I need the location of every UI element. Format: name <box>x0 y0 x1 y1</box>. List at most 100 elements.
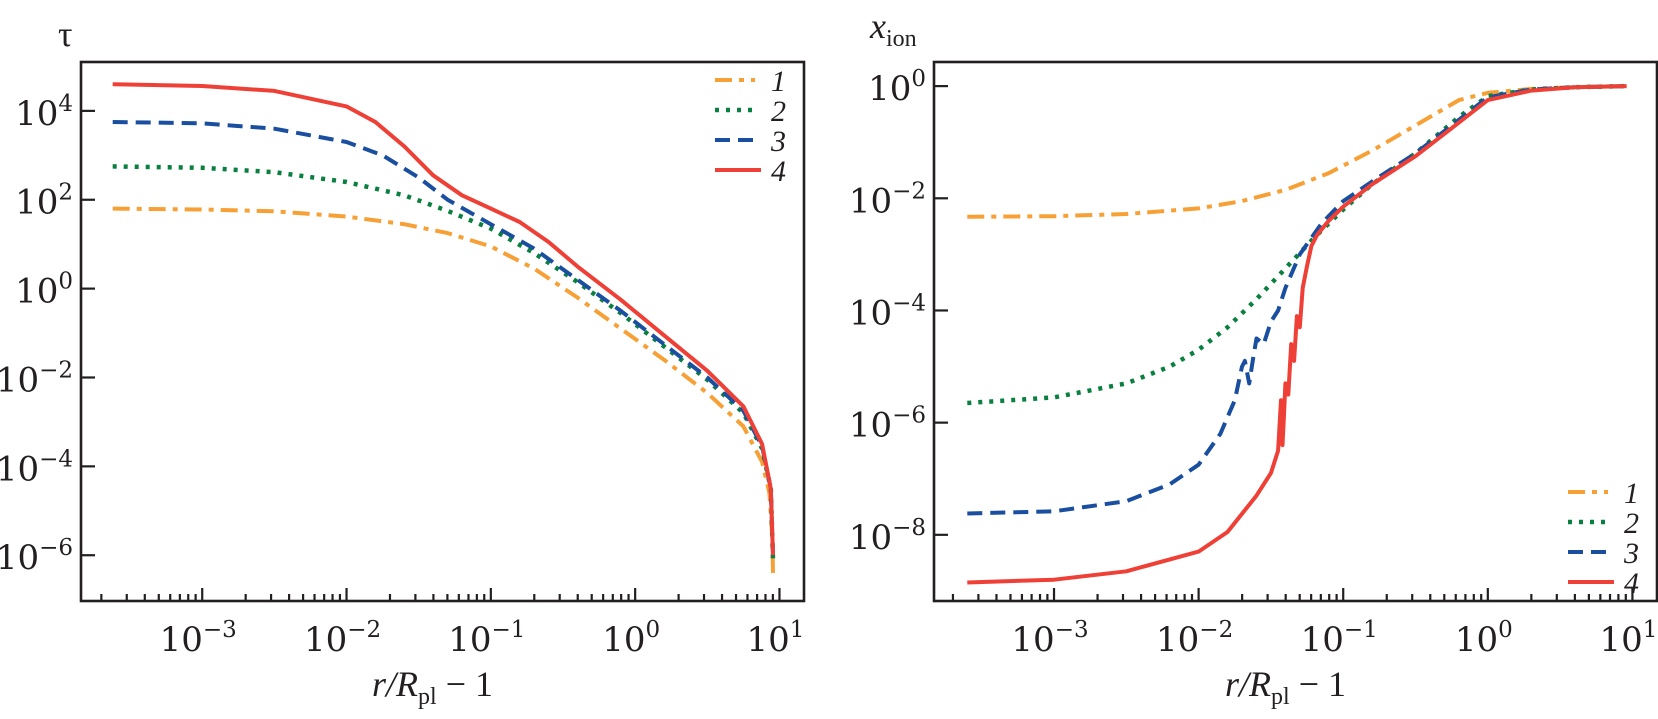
x-tick-base: 10 <box>448 620 491 660</box>
x-axis-label-main: r/R <box>1225 664 1271 704</box>
legend-label-4: 4 <box>771 155 786 188</box>
legend-label-2: 2 <box>771 95 786 128</box>
x-axis-label: r/Rpl − 1 <box>372 664 493 710</box>
legend-label-3: 3 <box>1623 537 1639 570</box>
x-tick-base: 10 <box>160 620 203 660</box>
y-tick-label: 100 <box>15 269 73 312</box>
legend-label-3: 3 <box>770 125 786 158</box>
x-axis-label-suffix: − 1 <box>437 664 493 704</box>
y-tick-label: 10−4 <box>0 446 73 489</box>
y-tick-exponent: −6 <box>39 535 73 561</box>
y-tick-label: 10−8 <box>849 515 926 558</box>
series-line-3 <box>967 84 1627 516</box>
x-tick-exponent: −3 <box>1055 617 1089 643</box>
y-tick-base: 10 <box>849 293 892 333</box>
y-tick-base: 10 <box>15 94 58 134</box>
x-tick-exponent: 1 <box>1643 617 1658 643</box>
x-tick-label: 101 <box>1599 617 1657 660</box>
y-tick-exponent: −6 <box>892 403 926 429</box>
x-tick-label: 10−3 <box>160 617 237 660</box>
y-tick-base: 10 <box>849 406 892 446</box>
legend-label-4: 4 <box>1624 567 1639 600</box>
x-axis-label: r/Rpl − 1 <box>1225 664 1346 710</box>
y-tick-exponent: 0 <box>58 269 73 295</box>
y-tick-exponent: 2 <box>58 180 73 206</box>
x-tick-base: 10 <box>1599 620 1642 660</box>
y-tick-label: 10−6 <box>0 535 73 578</box>
legend-label-1: 1 <box>771 65 786 98</box>
y-tick-base: 10 <box>868 69 911 109</box>
y-tick-base: 10 <box>15 272 58 312</box>
x-axis: 10−3 10−2 10−1 100 101 <box>100 588 805 660</box>
y-tick-label: 100 <box>868 66 926 109</box>
y-axis-label: τ <box>58 14 72 54</box>
x-tick-label: 100 <box>602 617 660 660</box>
y-tick-label: 104 <box>15 91 73 134</box>
x-tick-base: 10 <box>1455 620 1498 660</box>
legend-label-1: 1 <box>1624 477 1639 510</box>
series-line-3 <box>112 120 775 556</box>
x-tick-exponent: −3 <box>203 617 237 643</box>
x-tick-label: 100 <box>1455 617 1513 660</box>
x-axis-label-main: r/R <box>372 664 418 704</box>
x-tick-base: 10 <box>1011 620 1054 660</box>
x-tick-exponent: −2 <box>1199 617 1233 643</box>
y-tick-exponent: −8 <box>892 515 926 541</box>
series-line-1 <box>967 84 1627 219</box>
x-tick-exponent: −1 <box>1344 617 1378 643</box>
series-line-2 <box>112 164 776 560</box>
x-tick-base: 10 <box>747 620 790 660</box>
x-tick-exponent: −1 <box>492 617 526 643</box>
y-tick-exponent: −4 <box>39 446 73 472</box>
y-tick-exponent: −2 <box>892 178 926 204</box>
y-tick-label: 102 <box>15 180 73 223</box>
series-line-4 <box>967 84 1627 585</box>
x-tick-base: 10 <box>602 620 645 660</box>
x-tick-exponent: 0 <box>645 617 660 643</box>
y-tick-exponent: −2 <box>39 357 73 383</box>
y-tick-exponent: 0 <box>911 66 926 92</box>
y-tick-base: 10 <box>15 183 58 223</box>
y-tick-label: 10−4 <box>849 290 926 333</box>
x-tick-label: 10−1 <box>448 617 525 660</box>
x-tick-label: 10−2 <box>1156 617 1233 660</box>
plot-frame <box>79 60 806 603</box>
x-tick-label: 10−2 <box>304 617 381 660</box>
y-tick-exponent: 4 <box>58 91 73 117</box>
y-tick-base: 10 <box>849 518 892 558</box>
y-axis-label: xion <box>869 6 917 52</box>
chart-panel-right: 10−3 10−2 10−1 100 10110010−210−410−610−8r/R… <box>849 6 1658 710</box>
y-axis-label-main: x <box>869 6 886 46</box>
y-tick-label: 10−2 <box>0 357 73 400</box>
series-line-4 <box>112 82 775 556</box>
y-tick-base: 10 <box>0 449 39 489</box>
x-tick-exponent: 0 <box>1498 617 1513 643</box>
y-tick-base: 10 <box>849 181 892 221</box>
x-axis-label-sub: pl <box>1271 684 1290 710</box>
x-tick-label: 10−1 <box>1301 617 1378 660</box>
x-tick-label: 101 <box>747 617 805 660</box>
x-axis-label-sub: pl <box>418 684 437 710</box>
chart-panel-left: 10−3 10−2 10−1 100 10110410210010−210−410−6r… <box>0 14 806 710</box>
plot-frame <box>932 60 1658 603</box>
x-tick-exponent: −2 <box>347 617 381 643</box>
x-tick-base: 10 <box>304 620 347 660</box>
y-tick-label: 10−6 <box>849 403 926 446</box>
legend-label-2: 2 <box>1624 507 1639 540</box>
y-tick-base: 10 <box>0 360 39 400</box>
y-axis-label-main: τ <box>58 14 72 54</box>
y-axis-label-sub: ion <box>886 26 917 52</box>
x-tick-exponent: 1 <box>790 617 805 643</box>
x-axis: 10−3 10−2 10−1 100 101 <box>951 588 1657 660</box>
x-tick-label: 10−3 <box>1011 617 1088 660</box>
x-tick-base: 10 <box>1301 620 1344 660</box>
series-line-2 <box>967 83 1627 406</box>
x-axis-label-suffix: − 1 <box>1290 664 1346 704</box>
y-tick-base: 10 <box>0 538 39 578</box>
series-line-1 <box>112 206 775 574</box>
